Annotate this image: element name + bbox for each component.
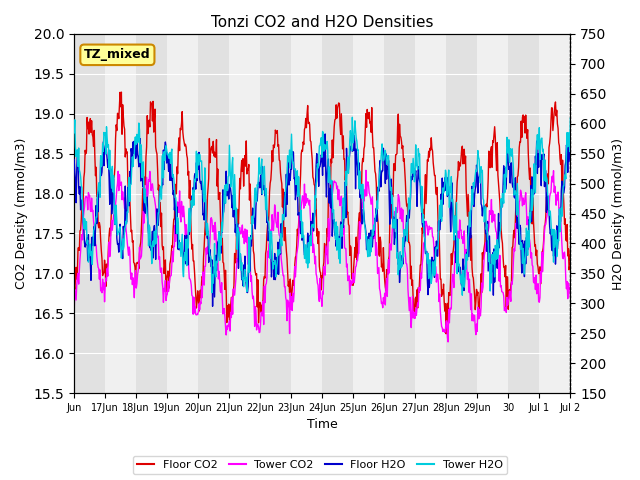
Bar <box>198 34 229 393</box>
Bar <box>508 34 540 393</box>
Title: Tonzi CO2 and H2O Densities: Tonzi CO2 and H2O Densities <box>211 15 433 30</box>
Bar <box>323 34 353 393</box>
Y-axis label: H2O Density (mmol/m3): H2O Density (mmol/m3) <box>612 138 625 289</box>
X-axis label: Time: Time <box>307 419 338 432</box>
Y-axis label: CO2 Density (mmol/m3): CO2 Density (mmol/m3) <box>15 138 28 289</box>
Bar <box>446 34 477 393</box>
Text: TZ_mixed: TZ_mixed <box>84 48 150 61</box>
Legend: Floor CO2, Tower CO2, Floor H2O, Tower H2O: Floor CO2, Tower CO2, Floor H2O, Tower H… <box>133 456 507 474</box>
Bar <box>136 34 167 393</box>
Bar <box>74 34 105 393</box>
Bar <box>384 34 415 393</box>
Bar <box>260 34 291 393</box>
